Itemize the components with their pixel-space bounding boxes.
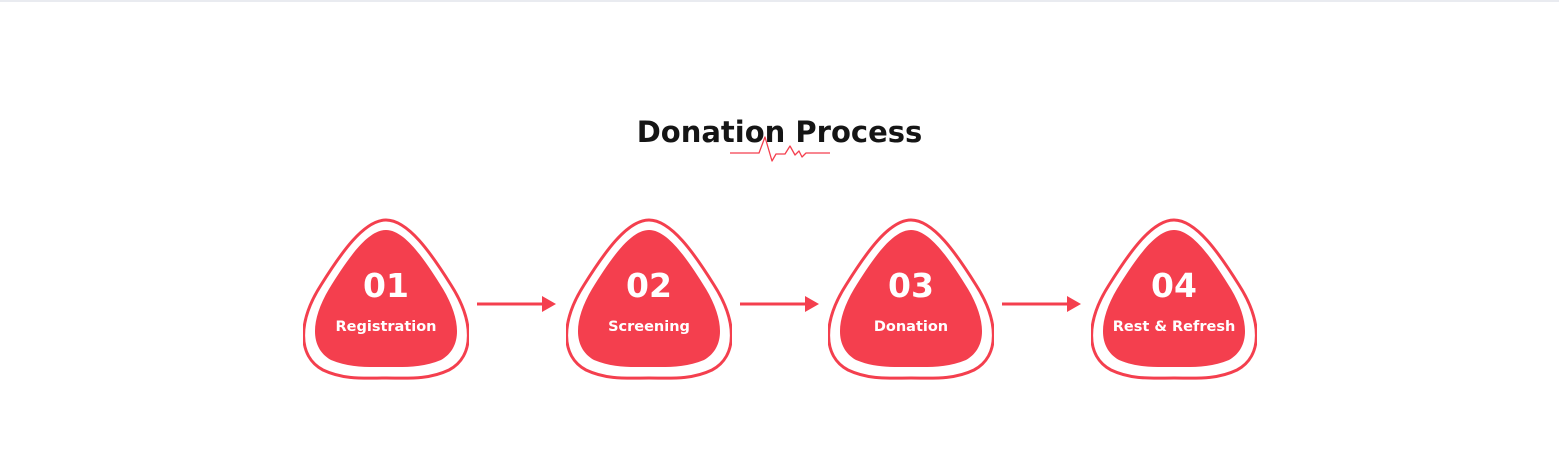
step-label: Screening: [608, 319, 690, 335]
process-step-registration: [303, 217, 469, 381]
arrow-right-icon: [1002, 296, 1081, 312]
section-title: Donation Process: [636, 115, 923, 150]
process-step-screening: [566, 217, 732, 381]
process-step-rest-refresh: [1091, 217, 1257, 381]
arrow-right-icon: [477, 296, 556, 312]
step-number: 03: [888, 266, 934, 305]
step-number: 01: [363, 266, 409, 305]
step-number: 04: [1151, 266, 1197, 305]
step-label: Registration: [335, 319, 437, 335]
step-number: 02: [626, 266, 672, 305]
arrow-right-icon: [740, 296, 819, 312]
rounded-triangle-badge-icon: [1091, 218, 1257, 380]
rounded-triangle-badge-icon: [303, 218, 469, 380]
process-step-donation: [828, 217, 994, 381]
step-label: Rest & Refresh: [1112, 319, 1236, 335]
rounded-triangle-badge-icon: [566, 218, 732, 380]
top-border: [0, 0, 1559, 2]
heartbeat-pulse-icon: [730, 136, 830, 162]
step-label: Donation: [873, 319, 949, 335]
rounded-triangle-badge-icon: [828, 218, 994, 380]
